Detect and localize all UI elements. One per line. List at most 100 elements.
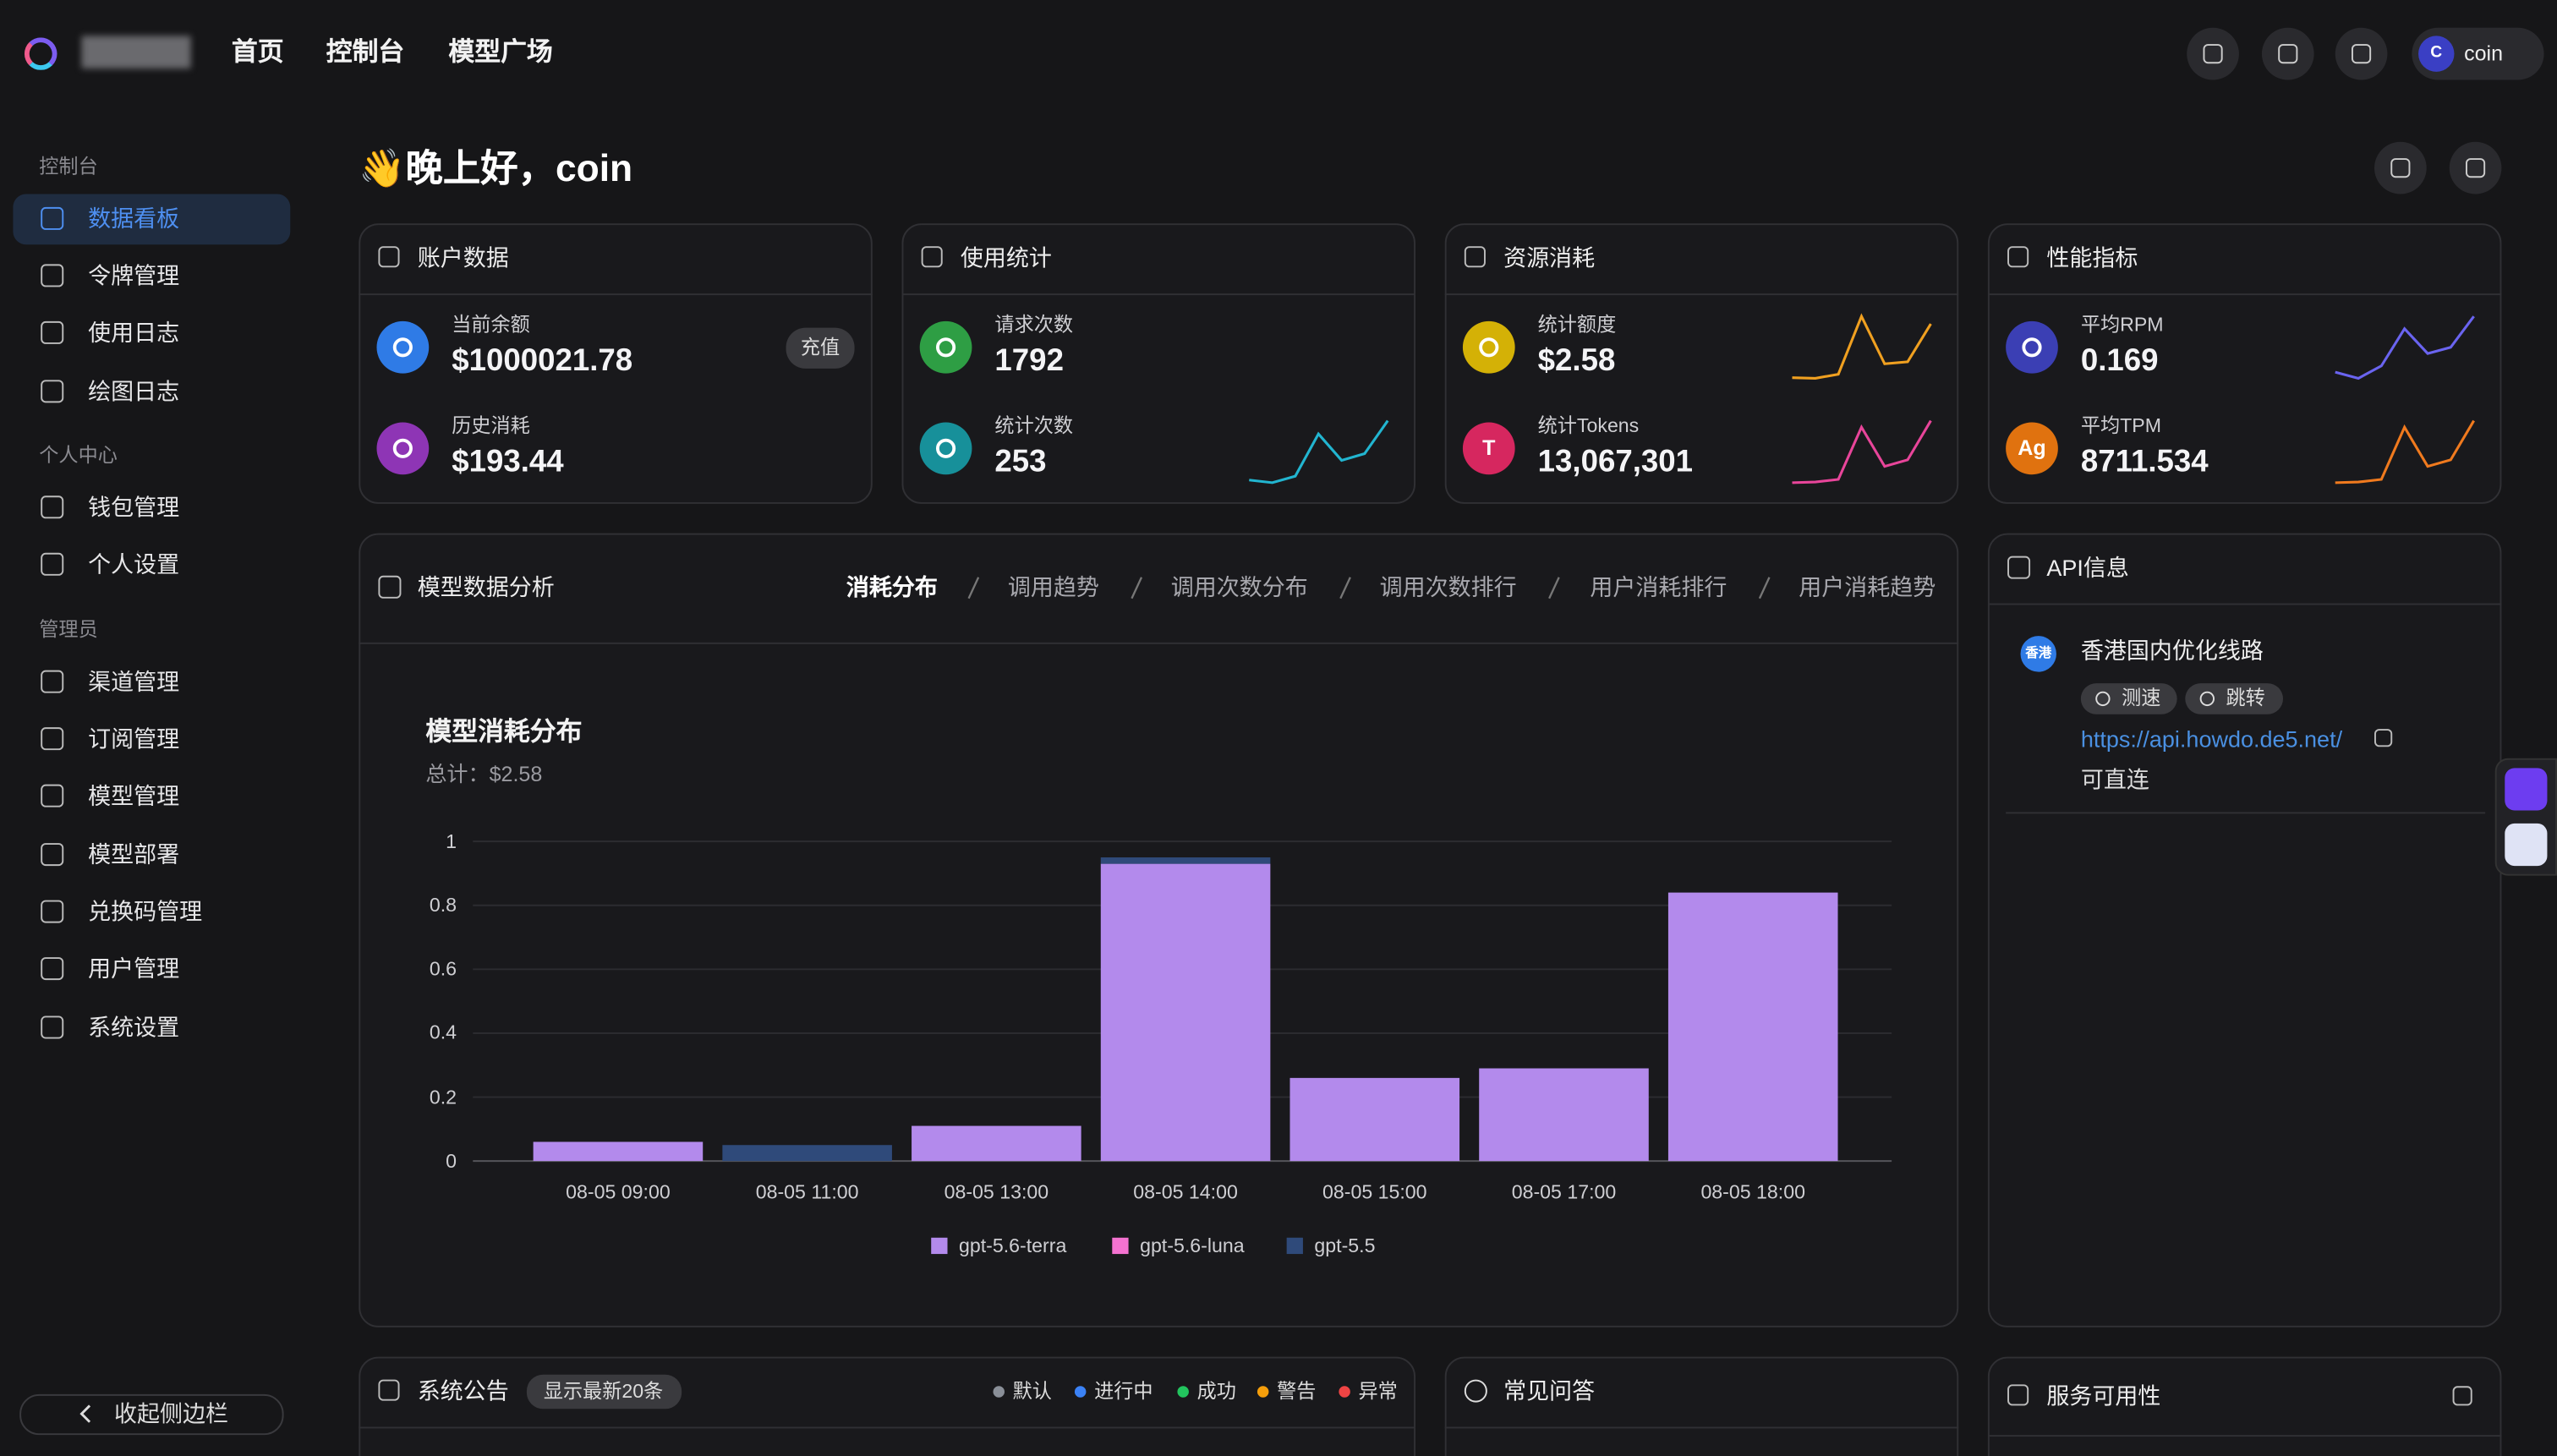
- y-tick-label: 0.2: [429, 1085, 457, 1108]
- sidebar-item[interactable]: 数据看板: [88, 205, 180, 232]
- analysis-tab[interactable]: 调用次数分布: [1170, 573, 1308, 599]
- status-label: 进行中: [1094, 1379, 1153, 1403]
- y-tick-label: 0.8: [429, 893, 457, 917]
- status-dot: [1256, 1385, 1268, 1397]
- sidebar-icon: [41, 495, 64, 519]
- analysis-tab[interactable]: 调用趋势: [1007, 573, 1099, 599]
- status-dot: [1338, 1385, 1350, 1397]
- nav-link[interactable]: 首页: [231, 40, 284, 68]
- stat-label: 统计Tokens: [1537, 413, 1640, 437]
- toolbar-button[interactable]: [2449, 141, 2502, 194]
- card-icon: [921, 246, 943, 268]
- user-name: coin: [2464, 41, 2504, 66]
- stat-icon-glyph: [392, 438, 413, 458]
- chart-subtitle: 总计：$2.58: [425, 762, 543, 786]
- nav-link[interactable]: 模型广场: [448, 40, 553, 68]
- recharge-button[interactable]: [786, 327, 855, 369]
- greeting: 👋晚上好，coin: [359, 146, 633, 190]
- x-tick-label: 08-05 11:00: [755, 1180, 859, 1203]
- availability-card: [1987, 1356, 2502, 1456]
- analysis-tab[interactable]: 消耗分布: [846, 573, 938, 599]
- chart-title: 模型消耗分布: [425, 720, 583, 748]
- stat-icon-glyph: [2022, 337, 2042, 358]
- card-icon: [378, 246, 400, 268]
- stat-icon: [1462, 422, 1515, 475]
- sidebar-group-title: 管理员: [39, 617, 98, 641]
- api-card: [1987, 533, 2502, 1327]
- divider: [1444, 293, 1959, 296]
- route-badge: [2020, 636, 2056, 672]
- toolbar-button[interactable]: [2374, 141, 2427, 194]
- route-button-icon: [2199, 691, 2215, 707]
- sidebar-icon: [41, 843, 64, 867]
- copy-icon: [2374, 729, 2393, 747]
- divider: [359, 642, 1959, 644]
- toolbar-icon: [2465, 158, 2486, 178]
- divider: [901, 293, 1415, 296]
- sidebar-icon: [41, 1015, 64, 1039]
- sidebar-icon: [41, 380, 64, 403]
- status-dot: [992, 1385, 1005, 1397]
- route-button-label[interactable]: 跳转: [2226, 686, 2265, 709]
- header-icon: [2278, 44, 2298, 64]
- x-tick-label: 08-05 15:00: [1322, 1180, 1427, 1203]
- faq-card: [1444, 1356, 1959, 1456]
- stat-value: $193.44: [452, 444, 564, 479]
- stat-value: 0.169: [2080, 343, 2159, 378]
- stat-card: [359, 223, 873, 504]
- sidebar-group-title: 个人中心: [39, 443, 118, 467]
- sidebar-item[interactable]: 兑换码管理: [88, 897, 203, 924]
- y-tick-label: 0.4: [429, 1021, 457, 1045]
- divider: [1987, 293, 2502, 296]
- header-icon-button[interactable]: [2187, 27, 2239, 80]
- route-url[interactable]: https://api.howdo.de5.net/: [2080, 725, 2343, 752]
- float-button[interactable]: [2505, 823, 2548, 867]
- sidebar-item[interactable]: 令牌管理: [88, 261, 180, 288]
- sidebar-item[interactable]: 钱包管理: [88, 493, 180, 520]
- stat-label: 平均TPM: [2080, 413, 2162, 437]
- header-icon: [2351, 44, 2372, 64]
- x-tick-label: 08-05 18:00: [1700, 1180, 1805, 1203]
- header-icon-button[interactable]: [2261, 27, 2314, 80]
- y-tick-label: 0: [446, 1149, 457, 1173]
- analysis-tab[interactable]: 用户消耗排行: [1590, 573, 1727, 599]
- route-name: 香港国内优化线路: [2080, 637, 2264, 664]
- nav-link[interactable]: 控制台: [326, 40, 405, 68]
- stat-value: 253: [994, 444, 1047, 479]
- sidebar-item[interactable]: 使用日志: [88, 319, 180, 346]
- sidebar-item[interactable]: 订阅管理: [88, 725, 180, 752]
- sidebar-item[interactable]: 用户管理: [88, 955, 180, 982]
- stat-icon-glyph: [935, 438, 956, 458]
- logo: [24, 37, 57, 70]
- status-label: 成功: [1196, 1379, 1236, 1403]
- route-button-label[interactable]: 测速: [2122, 686, 2161, 709]
- sidebar-icon: [41, 900, 64, 923]
- sidebar-item[interactable]: 模型部署: [88, 840, 180, 868]
- float-button[interactable]: [2505, 768, 2548, 811]
- recharge-label[interactable]: 充值: [800, 335, 840, 359]
- sidebar-item[interactable]: 系统设置: [88, 1013, 180, 1040]
- sidebar-icon: [41, 784, 64, 807]
- stat-label: 平均RPM: [2080, 312, 2164, 336]
- stat-label: 统计额度: [1537, 312, 1617, 336]
- collapse-label[interactable]: 收起侧边栏: [113, 1399, 228, 1426]
- analysis-tab[interactable]: 用户消耗趋势: [1799, 573, 1936, 599]
- header-icon-button[interactable]: [2335, 27, 2388, 80]
- divider: [1444, 1426, 1959, 1429]
- avatar: [2418, 36, 2455, 72]
- sidebar-icon: [41, 552, 64, 576]
- collapse-button[interactable]: [19, 1393, 284, 1436]
- sidebar-item[interactable]: 个人设置: [88, 550, 180, 577]
- sidebar-icon: [41, 264, 64, 287]
- legend-label: gpt-5.6-luna: [1140, 1234, 1245, 1257]
- sidebar-item[interactable]: 渠道管理: [88, 667, 180, 694]
- analysis-tab[interactable]: 调用次数排行: [1379, 573, 1517, 599]
- sidebar-item[interactable]: 模型管理: [88, 781, 180, 808]
- header-icon: [2203, 44, 2223, 64]
- card-title: 性能指标: [2046, 244, 2138, 271]
- divider: [1987, 603, 2502, 605]
- sidebar-item[interactable]: 绘图日志: [88, 377, 180, 404]
- announcement-tag-text: 显示最新20条: [543, 1379, 664, 1403]
- sidebar-icon: [41, 957, 64, 981]
